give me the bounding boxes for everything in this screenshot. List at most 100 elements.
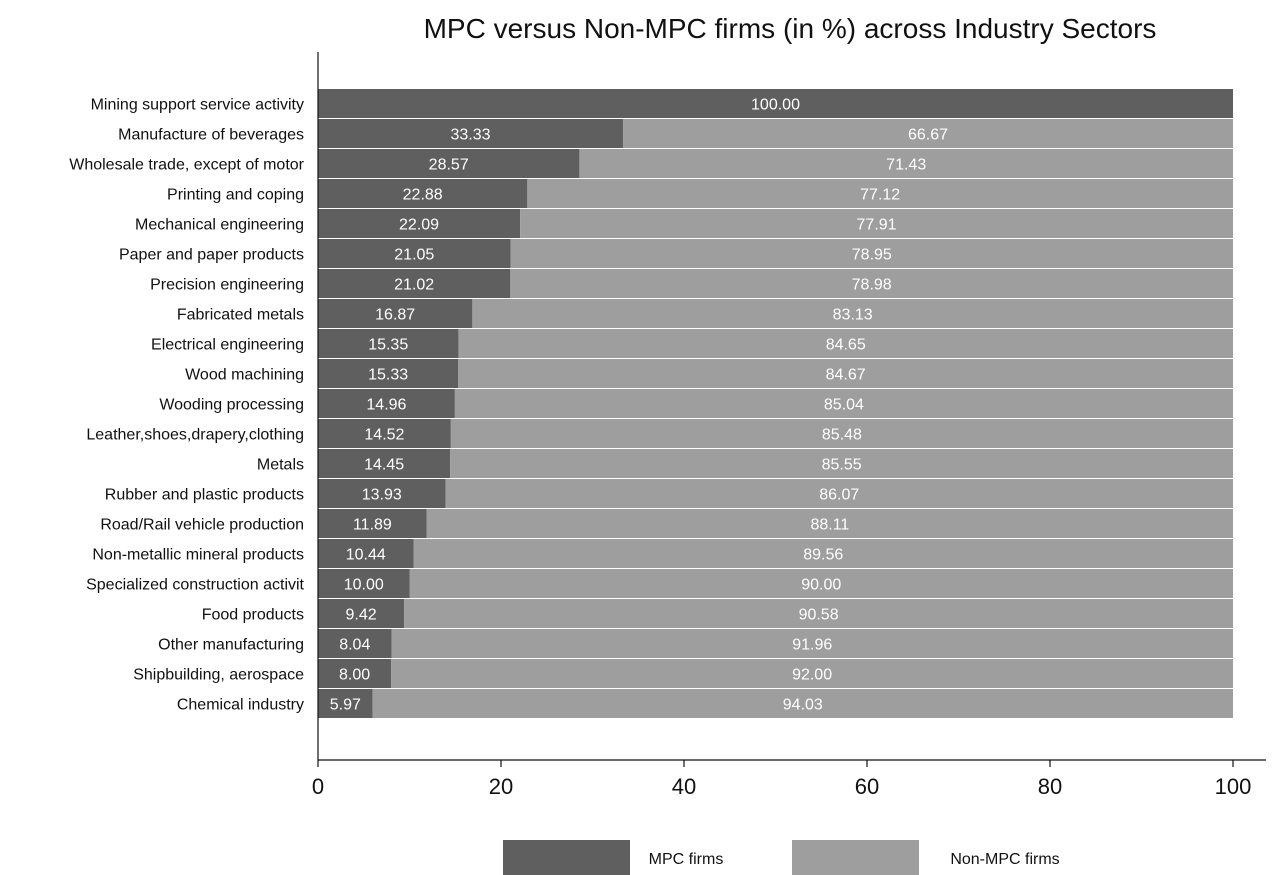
category-label-19: Shipbuilding, aerospace: [133, 667, 304, 684]
x-tick-label-0: 0: [312, 774, 324, 799]
bar-label-mpc-11: 14.52: [364, 427, 404, 444]
bar-label-mpc-16: 10.00: [344, 577, 384, 594]
legend-label-mpc: MPC firms: [649, 851, 724, 868]
bar-label-mpc-8: 15.35: [368, 337, 408, 354]
bar-mpc-20: [318, 689, 373, 718]
bar-non-mpc-8: [458, 329, 1233, 358]
bar-label-non-mpc-7: 83.13: [833, 307, 873, 324]
bar-mpc-6: [318, 269, 511, 298]
bar-mpc-0: [318, 89, 1233, 118]
bar-non-mpc-17: [404, 599, 1233, 628]
bar-non-mpc-15: [413, 539, 1233, 568]
bar-label-non-mpc-3: 77.12: [860, 187, 900, 204]
x-tick-label-20: 20: [489, 774, 513, 799]
bar-label-mpc-17: 9.42: [346, 607, 377, 624]
bar-non-mpc-4: [520, 209, 1233, 238]
bar-label-mpc-6: 21.02: [394, 277, 434, 294]
bar-label-mpc-15: 10.44: [346, 547, 386, 564]
bar-label-non-mpc-10: 85.04: [824, 397, 864, 414]
bar-label-mpc-12: 14.45: [364, 457, 404, 474]
bar-non-mpc-6: [510, 269, 1233, 298]
bar-label-non-mpc-14: 88.11: [810, 517, 849, 534]
bar-label-non-mpc-13: 86.07: [819, 487, 859, 504]
bar-non-mpc-1: [622, 119, 1233, 148]
bar-mpc-16: [318, 569, 410, 598]
bar-non-mpc-3: [527, 179, 1233, 208]
bar-non-mpc-12: [450, 449, 1233, 478]
bar-label-non-mpc-15: 89.56: [803, 547, 843, 564]
bar-label-mpc-14: 11.89: [353, 517, 392, 534]
category-label-5: Paper and paper products: [119, 247, 304, 264]
x-tick-label-60: 60: [855, 774, 879, 799]
bar-label-non-mpc-17: 90.58: [799, 607, 839, 624]
bar-label-non-mpc-18: 91.96: [792, 637, 832, 654]
bar-label-non-mpc-1: 66.67: [908, 127, 948, 144]
bar-mpc-12: [318, 449, 451, 478]
bar-mpc-14: [318, 509, 427, 538]
bar-label-mpc-3: 22.88: [403, 187, 443, 204]
bar-label-mpc-13: 13.93: [362, 487, 402, 504]
bar-non-mpc-13: [445, 479, 1234, 508]
bar-mpc-7: [318, 299, 473, 328]
bar-mpc-10: [318, 389, 455, 418]
category-label-11: Leather,shoes,drapery,clothing: [86, 427, 304, 444]
legend: MPC firms Non-MPC firms: [503, 840, 1060, 875]
category-label-10: Wooding processing: [159, 397, 304, 414]
bar-mpc-4: [318, 209, 521, 238]
bar-non-mpc-9: [458, 359, 1233, 388]
category-label-7: Fabricated metals: [177, 307, 304, 324]
category-label-8: Electrical engineering: [151, 337, 304, 354]
category-label-1: Manufacture of beverages: [118, 127, 304, 144]
bar-label-non-mpc-12: 85.55: [822, 457, 862, 474]
bar-non-mpc-11: [450, 419, 1233, 448]
bar-mpc-8: [318, 329, 459, 358]
bar-label-non-mpc-19: 92.00: [792, 667, 832, 684]
bar-label-non-mpc-0: 0.0: [1234, 97, 1256, 114]
bar-mpc-9: [318, 359, 459, 388]
x-tick-label-80: 80: [1038, 774, 1062, 799]
bar-non-mpc-10: [454, 389, 1233, 418]
category-label-3: Printing and coping: [167, 187, 304, 204]
bar-non-mpc-14: [426, 509, 1234, 538]
category-label-2: Wholesale trade, except of motor: [69, 157, 304, 174]
bar-label-mpc-19: 8.00: [339, 667, 370, 684]
bar-label-mpc-2: 28.57: [429, 157, 469, 174]
bar-mpc-5: [318, 239, 511, 268]
category-label-14: Road/Rail vehicle production: [100, 517, 304, 534]
bar-mpc-1: [318, 119, 623, 148]
bar-label-non-mpc-2: 71.43: [886, 157, 926, 174]
bar-label-mpc-18: 8.04: [339, 637, 370, 654]
bar-label-non-mpc-11: 85.48: [822, 427, 862, 444]
category-label-0: Mining support service activity: [91, 97, 304, 114]
chart-title: MPC versus Non-MPC firms (in %) across I…: [424, 13, 1157, 44]
category-label-4: Mechanical engineering: [135, 217, 304, 234]
category-label-16: Specialized construction activit: [86, 577, 304, 594]
x-tick-label-40: 40: [672, 774, 696, 799]
bar-label-mpc-10: 14.96: [366, 397, 406, 414]
category-label-20: Chemical industry: [177, 697, 304, 714]
bar-label-mpc-4: 22.09: [399, 217, 439, 234]
bar-non-mpc-16: [409, 569, 1233, 598]
bar-mpc-2: [318, 149, 580, 178]
bar-mpc-11: [318, 419, 451, 448]
bar-mpc-15: [318, 539, 414, 568]
bar-non-mpc-7: [472, 299, 1234, 328]
bar-label-mpc-0: 100.00: [751, 97, 800, 114]
bar-label-mpc-9: 15.33: [368, 367, 408, 384]
bar-labels-group: 100.00 0.0 33.33 66.67 28.57 71.43 22.88 77.12 2…: [330, 97, 1256, 714]
category-label-17: Food products: [202, 607, 304, 624]
bar-label-non-mpc-9: 84.67: [826, 367, 866, 384]
category-label-15: Non-metallic mineral products: [92, 547, 304, 564]
bar-label-non-mpc-6: 78.98: [852, 277, 892, 294]
bar-mpc-18: [318, 629, 392, 658]
bar-non-mpc-18: [391, 629, 1233, 658]
bar-label-mpc-7: 16.87: [375, 307, 415, 324]
bars-group: [318, 89, 1234, 718]
bar-non-mpc-2: [579, 149, 1233, 178]
bar-mpc-13: [318, 479, 446, 508]
bar-label-mpc-20: 5.97: [330, 697, 361, 714]
category-labels-group: Mining support service activity Manufactu…: [69, 97, 304, 714]
bar-non-mpc-20: [372, 689, 1233, 718]
